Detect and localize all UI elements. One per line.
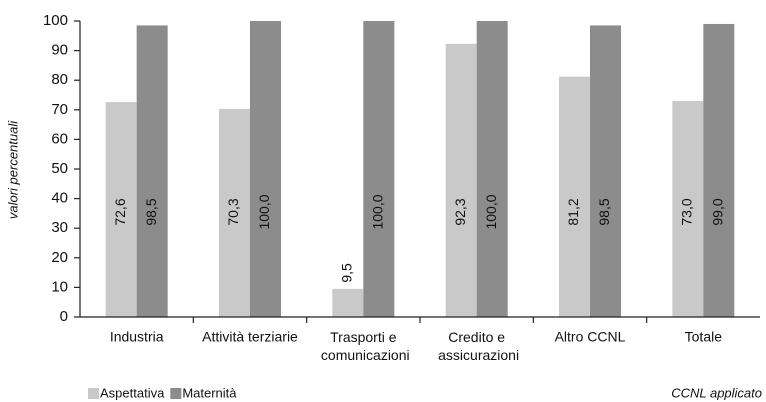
y-tick-label: 10 — [51, 278, 68, 295]
value-label: 81,2 — [565, 198, 581, 225]
x-tick-label: Industria — [110, 329, 164, 345]
bar — [703, 23, 735, 318]
value-label: 98,5 — [596, 198, 612, 225]
y-tick-label: 40 — [51, 190, 68, 207]
value-label: 92,3 — [452, 198, 468, 225]
value-label: 72,6 — [112, 198, 128, 225]
bar — [672, 100, 704, 317]
x-tick-label: Credito e assicurazioni — [434, 329, 519, 363]
bar — [590, 25, 621, 317]
x-tick-label: Totale — [685, 329, 723, 345]
value-label: 9,5 — [339, 263, 355, 283]
y-tick-label: 0 — [60, 308, 68, 325]
y-tick-label: 70 — [51, 101, 68, 118]
y-tick-label: 60 — [51, 130, 68, 147]
y-tick-label: 30 — [51, 219, 68, 236]
x-tick-label: Altro CCNL — [555, 329, 626, 345]
y-axis-label: valori percentuali — [5, 120, 20, 219]
y-tick-label: 100 — [43, 12, 68, 29]
value-label: 98,5 — [143, 198, 159, 225]
legend-swatch — [88, 388, 99, 399]
value-label: 70,3 — [225, 198, 241, 225]
legend-label: Aspettativa — [100, 385, 165, 400]
bar — [363, 21, 395, 317]
legend-swatch — [170, 388, 182, 399]
bar — [476, 21, 508, 317]
bar — [445, 43, 477, 318]
y-tick-label: 20 — [51, 249, 68, 266]
value-label: 100,0 — [483, 194, 499, 229]
value-label: 100,0 — [370, 194, 386, 229]
value-label: 100,0 — [256, 194, 272, 229]
bar — [105, 102, 137, 317]
y-tick-label: 50 — [51, 160, 68, 177]
value-label: 73,0 — [679, 198, 695, 225]
y-tick-label: 90 — [51, 42, 68, 59]
bar — [559, 76, 590, 317]
value-label: 99,0 — [710, 198, 726, 225]
x-tick-label: Attività terziarie — [202, 329, 298, 345]
bar — [136, 25, 168, 317]
legend-label: Maternità — [182, 385, 237, 400]
bar — [250, 21, 281, 317]
bar — [332, 288, 364, 317]
y-tick-label: 80 — [51, 71, 68, 88]
bar — [219, 108, 250, 317]
x-tick-label: Trasporti e comunicazioni — [317, 329, 410, 363]
x-axis-label: CCNL applicato — [671, 385, 762, 400]
